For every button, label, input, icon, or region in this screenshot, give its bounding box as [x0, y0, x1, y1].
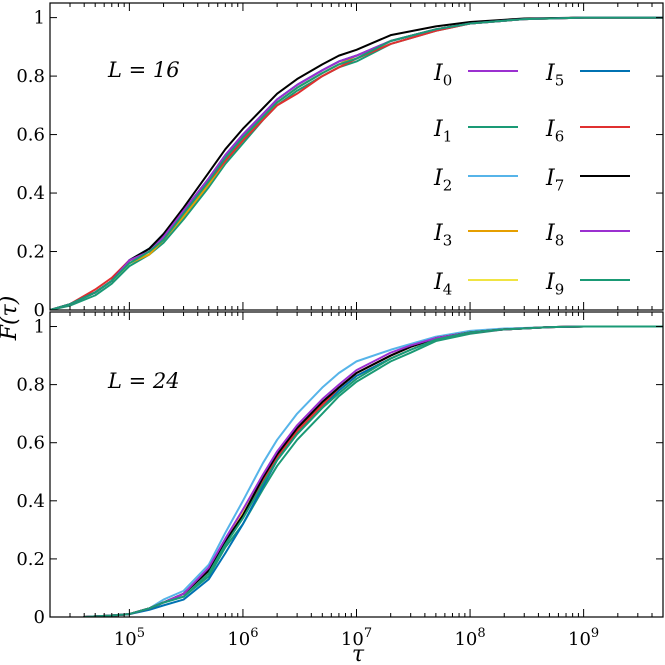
legend-label: I6 — [545, 117, 564, 146]
y-tick-label: 0.4 — [16, 183, 45, 204]
series-group — [50, 16, 663, 310]
y-tick-label: 0.2 — [16, 549, 45, 570]
series-line-i9 — [50, 16, 663, 310]
legend-label: I8 — [545, 221, 564, 250]
y-tick-label: 0 — [34, 607, 45, 628]
y-tick-label: 0.2 — [16, 242, 45, 263]
legend-label: I0 — [433, 61, 452, 90]
legend-label: I4 — [433, 270, 452, 299]
panel-top: 0 0.2 0.4 0.6 0.8 1 L = 16 — [16, 2, 664, 321]
y-tick-label: 1 — [34, 8, 45, 29]
y-tick-label: 0.4 — [16, 491, 45, 512]
legend-label: I5 — [545, 61, 564, 90]
panel-bottom: 0 0.2 0.4 0.6 0.8 1 105 106 107 108 109 L = 24 — [16, 311, 664, 650]
y-tick-label: 0.6 — [16, 125, 45, 146]
x-tick-label: 106 — [227, 626, 258, 650]
y-tick-label: 1 — [34, 317, 45, 338]
x-tick-label: 107 — [341, 626, 372, 650]
y-tick-label: 0.8 — [16, 375, 45, 396]
series-line-i2 — [83, 325, 663, 617]
legend: I0 I1 I2 I3 I4 I5 I6 I7 I8 I9 — [433, 61, 630, 299]
panel-label: L = 16 — [107, 58, 180, 82]
plot-frame — [49, 311, 664, 618]
legend-label: I7 — [545, 166, 564, 195]
y-tick-label: 0.6 — [16, 433, 45, 454]
y-tick-label: 0 — [34, 300, 45, 321]
legend-label: I9 — [545, 270, 564, 299]
series-group — [83, 325, 663, 617]
legend-label: I2 — [433, 166, 452, 195]
x-tick-label: 105 — [114, 626, 145, 650]
panel-label: L = 24 — [107, 369, 180, 393]
legend-label: I1 — [433, 117, 452, 146]
x-tick-label: 108 — [454, 626, 485, 650]
y-tick-label: 0.8 — [16, 66, 45, 87]
x-tick-label: 109 — [568, 626, 599, 650]
y-axis-label: F(τ) — [0, 296, 22, 342]
series-line-i9 — [83, 325, 663, 617]
x-axis-label: τ — [352, 642, 365, 665]
legend-label: I3 — [433, 221, 452, 250]
